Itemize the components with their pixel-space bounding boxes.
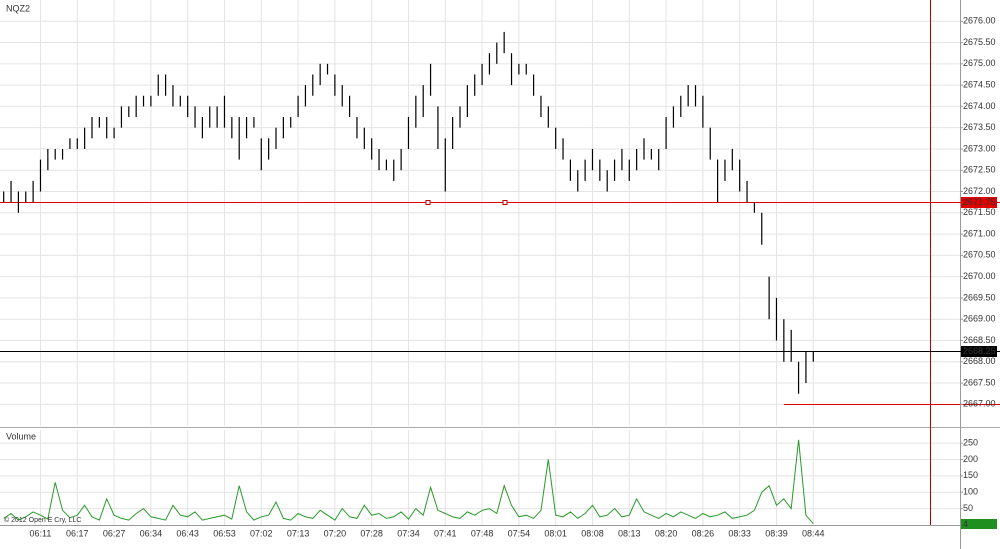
price-line-label: 2671.75: [963, 197, 996, 207]
y-tick-label: 2674.50: [963, 79, 996, 89]
y-tick-label: 2668.50: [963, 335, 996, 345]
x-tick-label: 08:20: [655, 528, 678, 538]
x-tick-label: 08:01: [544, 528, 567, 538]
x-tick-label: 08:26: [692, 528, 715, 538]
x-tick-label: 07:02: [250, 528, 273, 538]
x-tick-label: 06:53: [213, 528, 236, 538]
y-tick-label: 2670.50: [963, 250, 996, 260]
y-tick-label: 2672.50: [963, 165, 996, 175]
volume-line: [3, 439, 814, 525]
y-tick-label: 50: [963, 503, 973, 513]
y-tick-label: 150: [963, 470, 978, 480]
x-tick-label: 07:34: [397, 528, 420, 538]
y-tick-label: 250: [963, 437, 978, 447]
y-tick-label: 2667.50: [963, 377, 996, 387]
y-tick-label: 2676.00: [963, 16, 996, 26]
y-tick-label: 2669.00: [963, 314, 996, 324]
volume-title: Volume: [6, 431, 36, 441]
price-line-box: [961, 197, 997, 208]
line-handle[interactable]: [502, 200, 508, 205]
x-tick-label: 08:33: [728, 528, 751, 538]
x-tick-label: 07:13: [287, 528, 310, 538]
price-line-label: 2668.25: [963, 346, 996, 356]
x-tick-label: 07:41: [434, 528, 457, 538]
x-tick-label: 06:34: [140, 528, 163, 538]
current-volume-label: 4: [963, 519, 968, 529]
current-volume-box: [961, 519, 997, 529]
y-tick-label: 2667.00: [963, 399, 996, 409]
chart-title: NQZ2: [6, 3, 30, 13]
x-tick-label: 06:43: [176, 528, 199, 538]
y-tick-label: 2672.00: [963, 186, 996, 196]
x-tick-label: 06:27: [103, 528, 126, 538]
y-tick-label: 200: [963, 454, 978, 464]
y-tick-label: 2670.00: [963, 271, 996, 281]
x-tick-label: 06:11: [30, 528, 52, 538]
y-tick-label: 2668.00: [963, 356, 996, 366]
x-tick-label: 06:17: [66, 528, 89, 538]
y-tick-label: 100: [963, 487, 978, 497]
y-tick-label: 2673.50: [963, 122, 996, 132]
x-tick-label: 07:48: [471, 528, 494, 538]
y-tick-label: 2675.50: [963, 37, 996, 47]
x-tick-label: 08:39: [765, 528, 788, 538]
x-tick-label: 07:20: [324, 528, 347, 538]
line-handle[interactable]: [425, 200, 431, 205]
copyright: © 2012 Open E Cry, LLC: [4, 516, 81, 524]
x-tick-label: 08:44: [802, 528, 825, 538]
y-tick-label: 2671.50: [963, 207, 996, 217]
y-tick-label: 2671.00: [963, 228, 996, 238]
y-tick-label: 2675.00: [963, 58, 996, 68]
marks-layer: [0, 31, 1000, 525]
x-tick-label: 08:13: [618, 528, 641, 538]
price-line-box: [961, 346, 997, 357]
x-tick-label: 07:28: [360, 528, 383, 538]
x-tick-label: 07:54: [508, 528, 531, 538]
y-tick-label: 2673.00: [963, 143, 996, 153]
x-tick-label: 08:08: [581, 528, 604, 538]
y-tick-label: 2674.00: [963, 101, 996, 111]
y-tick-label: 2669.50: [963, 292, 996, 302]
